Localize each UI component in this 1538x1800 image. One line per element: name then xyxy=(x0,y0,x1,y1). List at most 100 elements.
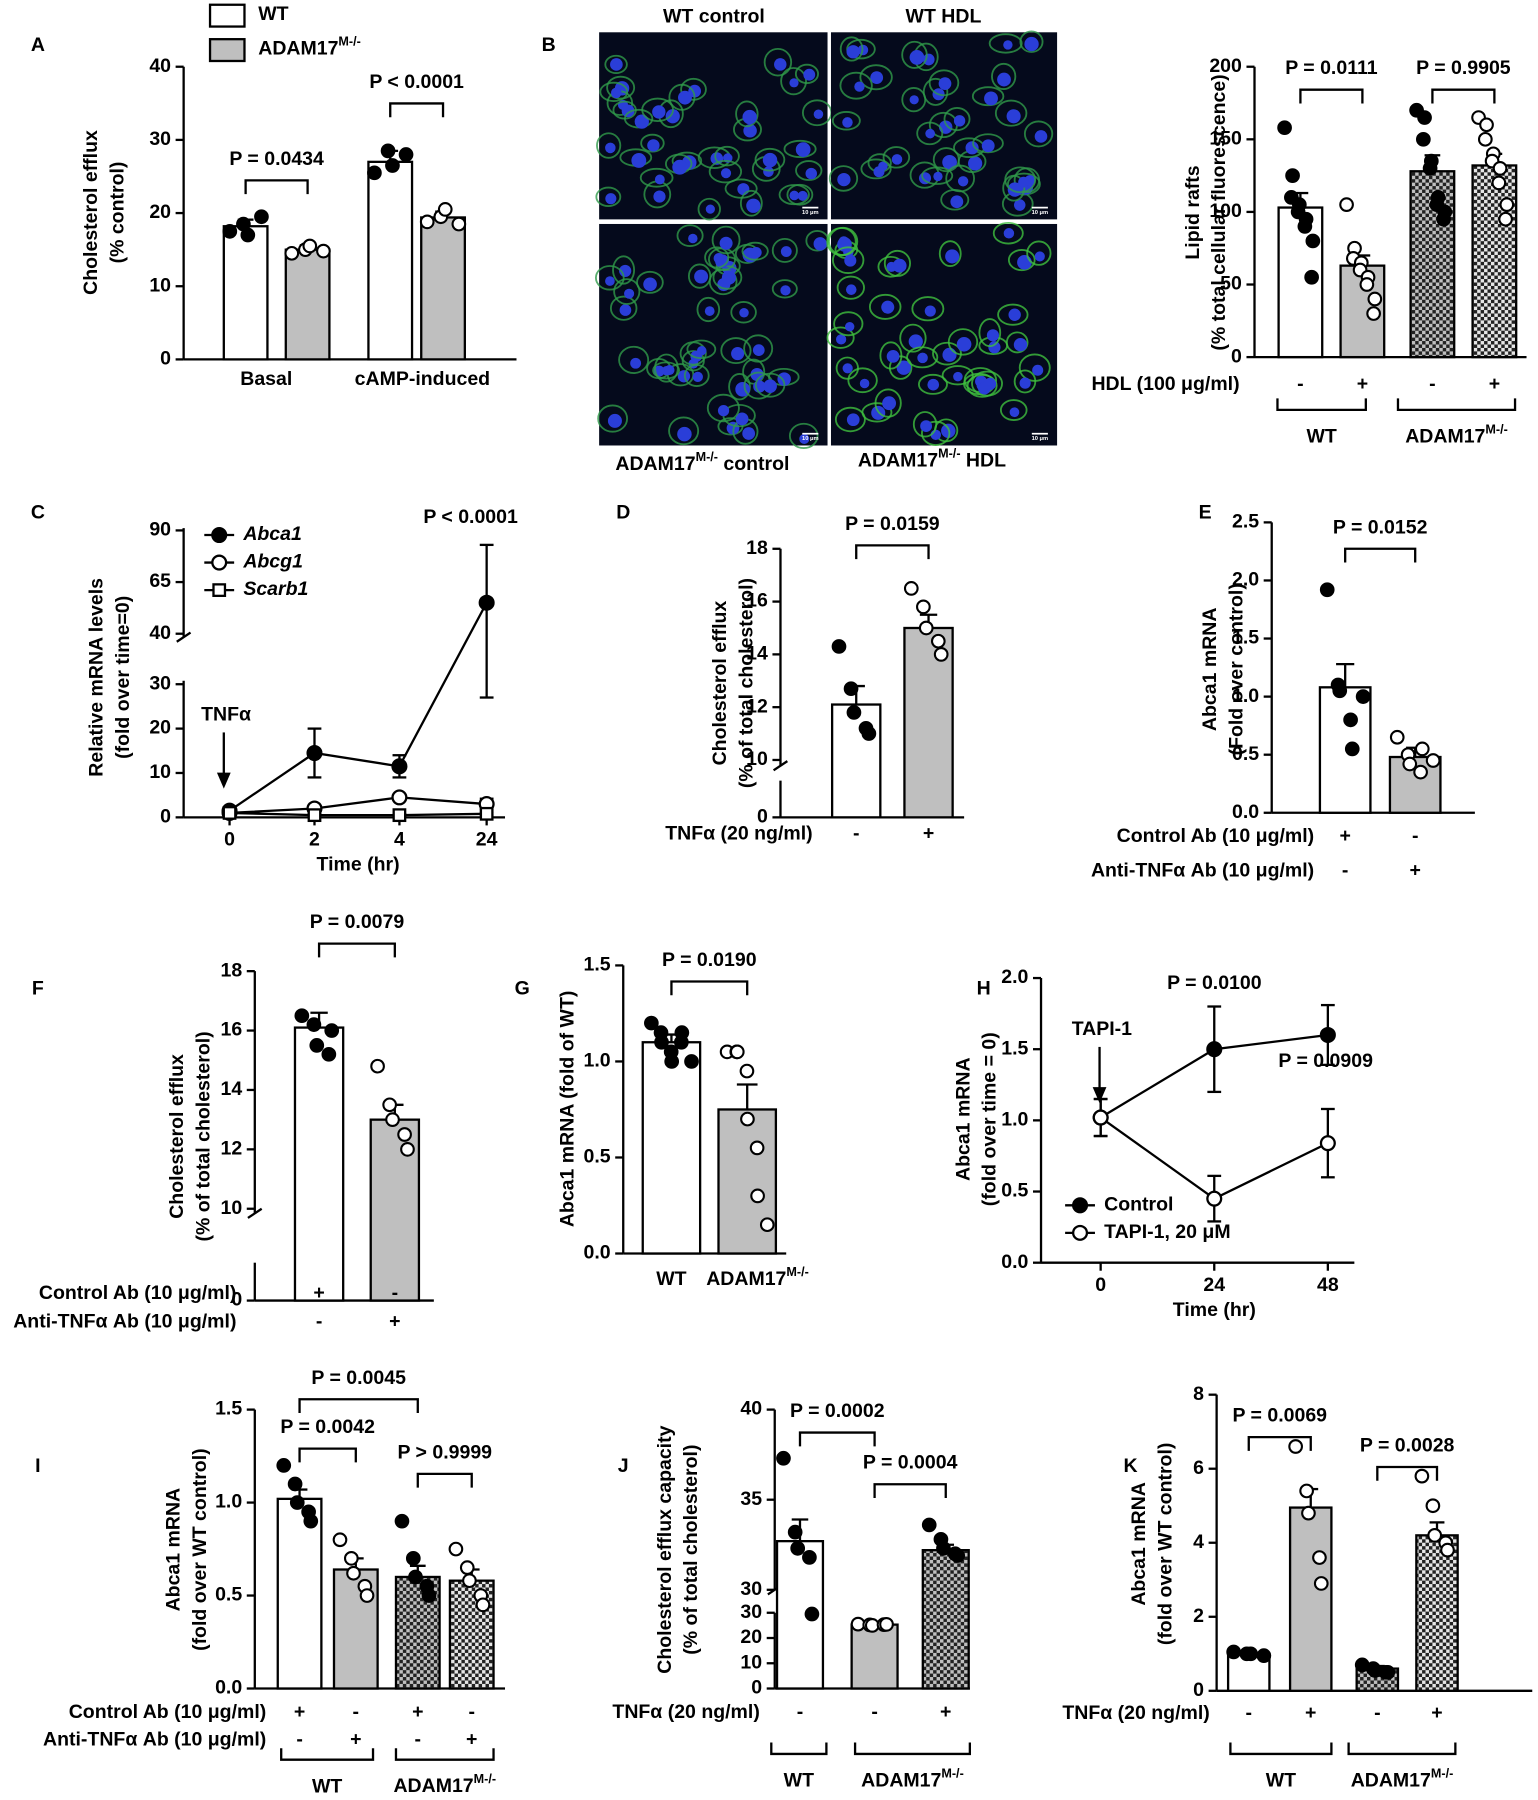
scale-bar xyxy=(1031,432,1048,435)
cell-membrane xyxy=(899,323,927,353)
x-tick-label: 24 xyxy=(1203,1274,1225,1296)
group-label-main: ADAM17 xyxy=(1351,1770,1431,1792)
condition-mark: - xyxy=(296,1728,303,1750)
nucleus xyxy=(720,168,732,179)
data-point xyxy=(1319,582,1335,598)
series-line xyxy=(228,602,488,812)
group-label-sup: M-/- xyxy=(1431,1767,1453,1781)
data-point xyxy=(1414,741,1430,757)
data-point xyxy=(284,245,300,261)
y-tick-label: 1.5 xyxy=(583,954,610,976)
data-point xyxy=(1413,764,1428,780)
y-axis-label: (fold over time=0) xyxy=(112,596,134,759)
micrograph xyxy=(826,221,1058,446)
y-tick-label: 30 xyxy=(740,1578,762,1600)
nucleus xyxy=(805,167,817,180)
nucleus xyxy=(678,90,692,105)
marker xyxy=(391,789,408,806)
x-tick-label-main: ADAM17 xyxy=(706,1268,786,1290)
bar xyxy=(921,1549,970,1690)
nucleus xyxy=(908,334,923,349)
condition-mark: + xyxy=(923,823,934,845)
x-tick-label: ADAM17M-/- xyxy=(706,1265,809,1290)
panel-letter: B xyxy=(542,34,556,56)
bar xyxy=(276,1497,323,1690)
cell-membrane xyxy=(708,159,743,184)
cell-membrane xyxy=(640,133,665,153)
cell-membrane xyxy=(1002,174,1026,202)
data-point xyxy=(400,1142,415,1157)
y-tick-label: 30 xyxy=(149,128,171,150)
cell-membrane xyxy=(928,69,960,97)
data-point xyxy=(346,1565,361,1581)
cell-membrane xyxy=(706,393,740,423)
nucleus xyxy=(780,246,792,257)
nucleus xyxy=(927,378,940,391)
cell-membrane xyxy=(859,64,893,91)
y-axis-label: Abca1 mRNA xyxy=(163,1488,185,1612)
nucleus xyxy=(844,254,857,267)
condition-label: Control Ab (10 μg/ml) xyxy=(69,1701,267,1723)
p-value: P = 0.0152 xyxy=(1333,516,1428,538)
y-tick-label: 6 xyxy=(1193,1457,1204,1479)
data-point xyxy=(324,1023,340,1038)
cell-membrane xyxy=(676,224,704,247)
nucleus xyxy=(1007,182,1023,197)
nucleus xyxy=(647,139,660,152)
condition-mark: - xyxy=(797,1701,804,1723)
nucleus xyxy=(981,139,995,153)
cell-membrane xyxy=(834,406,866,433)
data-point xyxy=(1285,168,1300,183)
data-point xyxy=(394,1513,410,1529)
data-point xyxy=(1226,1644,1242,1660)
micrograph xyxy=(594,223,830,450)
nucleus xyxy=(705,204,715,214)
cell-membrane xyxy=(988,33,1023,54)
y-axis-label: Cholesterol efflux capacity xyxy=(654,1425,676,1673)
nucleus xyxy=(956,336,972,352)
nucleus xyxy=(882,396,897,411)
micrograph-bg xyxy=(599,223,828,446)
cell-membrane xyxy=(741,241,769,261)
y-tick-label: 8 xyxy=(1193,1383,1204,1405)
nucleus xyxy=(1024,36,1039,52)
x-tick-label: Basal xyxy=(240,368,292,390)
cell-membrane xyxy=(599,81,629,103)
condition-mark: - xyxy=(468,1701,475,1723)
nucleus xyxy=(780,285,791,296)
panel-letter: K xyxy=(1123,1455,1137,1477)
nucleus xyxy=(942,347,957,362)
data-point xyxy=(936,1541,951,1556)
nucleus xyxy=(619,304,632,316)
data-point xyxy=(1305,233,1321,249)
y-tick-label: 150 xyxy=(1209,127,1242,149)
marker xyxy=(478,594,495,611)
legend-label: Abcg1 xyxy=(242,551,303,573)
condition-mark: - xyxy=(392,1282,399,1304)
nucleus xyxy=(842,363,853,374)
panel-letter: J xyxy=(618,1455,629,1477)
data-point xyxy=(1313,1576,1329,1591)
cell-membrane xyxy=(991,62,1017,90)
p-value: P = 0.0028 xyxy=(1360,1434,1455,1456)
marker xyxy=(1092,1109,1109,1126)
data-point xyxy=(303,1513,319,1529)
data-point xyxy=(1312,1550,1327,1565)
condition-mark: - xyxy=(316,1311,323,1333)
p-value: P = 0.0434 xyxy=(229,148,324,170)
data-point xyxy=(1499,197,1515,213)
x-tick-label-sup: M-/- xyxy=(786,1265,808,1279)
group-label: WT xyxy=(784,1770,814,1792)
cell-membrane xyxy=(861,402,893,423)
data-point xyxy=(306,1017,322,1032)
cell-membrane xyxy=(687,263,712,289)
data-point xyxy=(846,705,862,720)
data-point xyxy=(1256,1648,1272,1663)
data-point xyxy=(459,1560,475,1575)
cell-membrane xyxy=(826,326,855,349)
data-point xyxy=(370,1058,385,1074)
nucleus xyxy=(742,109,757,125)
y-tick-label: 4 xyxy=(1193,1531,1204,1553)
nucleus xyxy=(704,306,715,316)
legend-swatch xyxy=(208,3,246,28)
